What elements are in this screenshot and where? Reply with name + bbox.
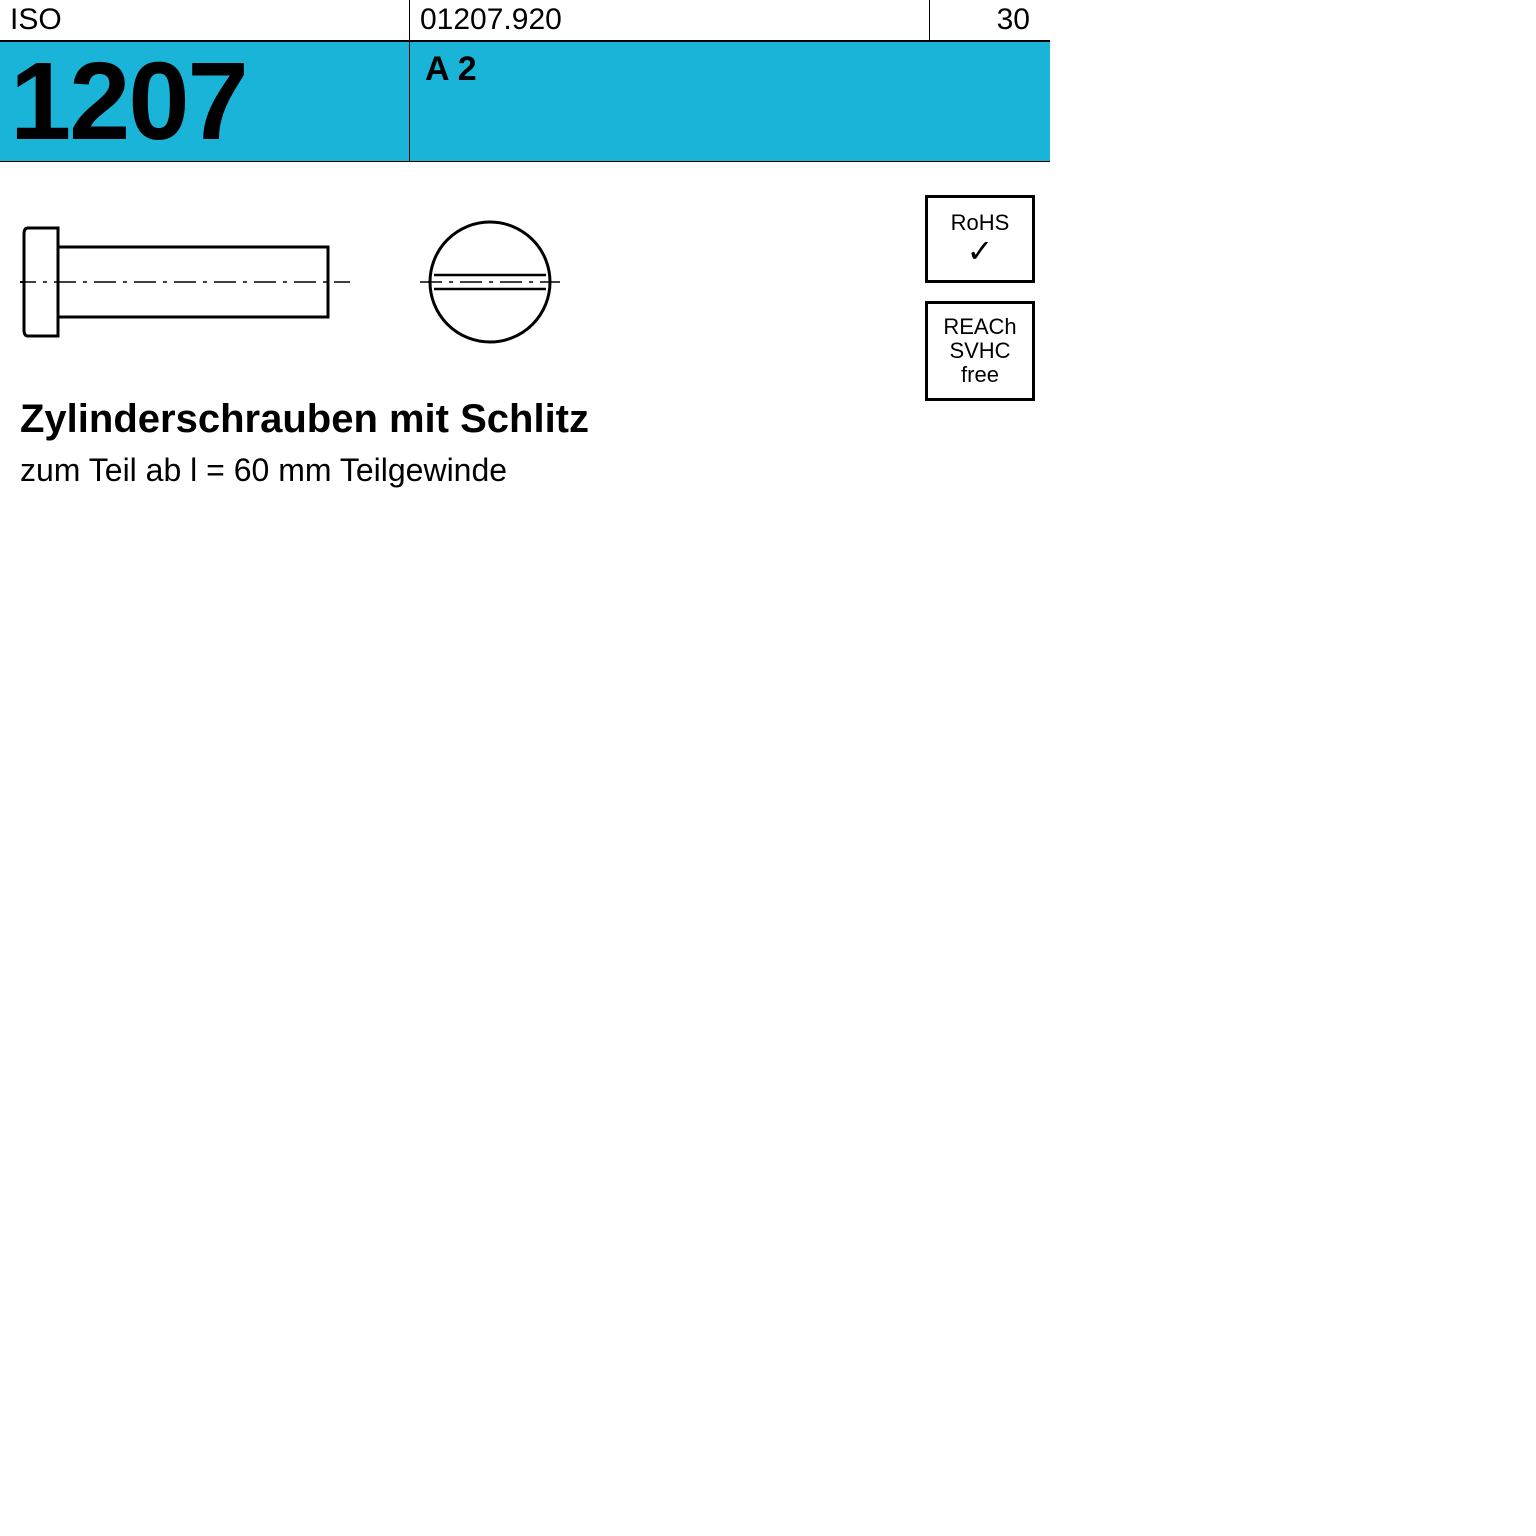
product-subtitle: zum Teil ab l = 60 mm Teilgewinde (20, 452, 1030, 489)
screw-head-view-icon (420, 212, 560, 357)
reach-line1: REACh (936, 315, 1024, 339)
rohs-label: RoHS (951, 211, 1010, 235)
header-row: ISO 01207.920 30 (0, 0, 1050, 42)
description-block: Zylinderschrauben mit Schlitz zum Teil a… (10, 377, 1040, 499)
reach-badge: REACh SVHC free (925, 301, 1035, 401)
screw-side-view-icon (20, 212, 360, 357)
standard-number: 1207 (10, 38, 247, 165)
reach-line3: free (936, 363, 1024, 387)
rohs-badge: RoHS ✓ (925, 195, 1035, 283)
title-row: 1207 A 2 (0, 42, 1050, 162)
check-icon: ✓ (967, 235, 994, 267)
material-grade: A 2 (410, 42, 1050, 161)
technical-drawing (10, 192, 1040, 377)
compliance-badges: RoHS ✓ REACh SVHC free (925, 195, 1035, 401)
header-qty: 30 (930, 0, 1050, 40)
product-title: Zylinderschrauben mit Schlitz (20, 397, 1030, 442)
header-standard: ISO (0, 0, 410, 40)
reach-line2: SVHC (936, 339, 1024, 363)
header-code: 01207.920 (410, 0, 930, 40)
content-area: Zylinderschrauben mit Schlitz zum Teil a… (0, 162, 1050, 529)
title-number-cell: 1207 (0, 42, 410, 161)
